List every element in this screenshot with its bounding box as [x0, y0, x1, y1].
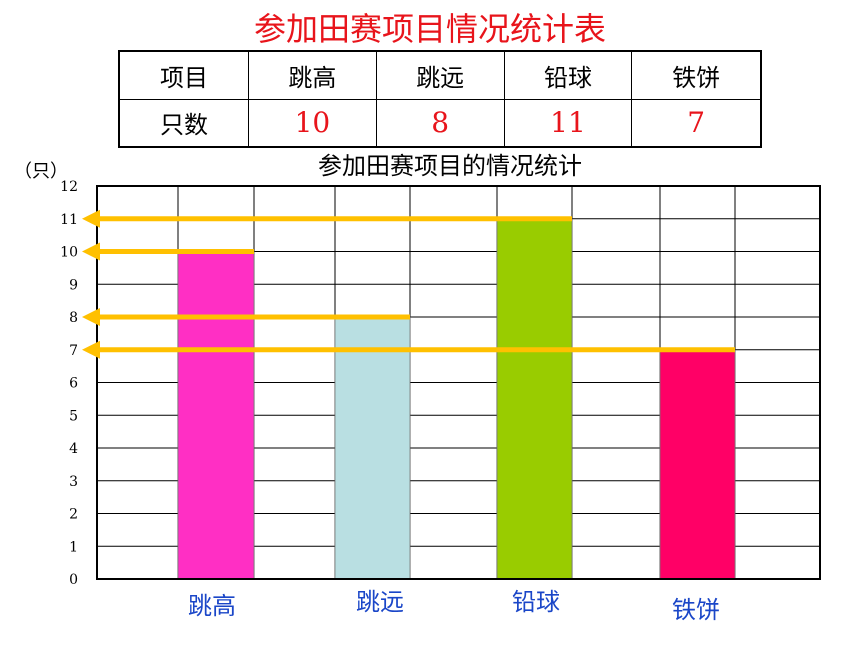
y-tick-label: 0	[69, 572, 78, 588]
table-header-cell: 铁饼	[631, 50, 762, 100]
y-tick-label: 8	[69, 310, 78, 326]
value-arrow-head	[82, 340, 100, 359]
x-category-label: 跳高	[188, 592, 236, 620]
y-tick-label: 11	[60, 212, 78, 228]
y-tick-label: 5	[69, 408, 78, 424]
table-row-label: 只数	[118, 98, 249, 148]
table-header-cell: 跳远	[375, 50, 505, 100]
page-title: 参加田赛项目情况统计表	[253, 10, 606, 48]
x-category-label: 铅球	[512, 588, 560, 616]
table-cell-value: 7	[631, 98, 762, 148]
table-header-cell: 铅球	[503, 50, 633, 100]
y-tick-label: 7	[69, 343, 78, 359]
table-cell-value: 8	[375, 98, 505, 148]
value-arrow-head	[82, 209, 100, 228]
table-cell-value: 11	[503, 98, 633, 148]
value-arrow-head	[82, 242, 100, 261]
bar	[177, 251, 255, 580]
y-tick-label: 6	[69, 376, 78, 392]
y-tick-label: 9	[69, 277, 78, 293]
chart-title: 参加田赛项目的情况统计	[318, 152, 582, 180]
y-tick-label: 12	[60, 179, 78, 195]
bar	[496, 218, 573, 580]
y-tick-label: 1	[69, 539, 78, 555]
table-cell-value: 10	[248, 98, 377, 148]
y-tick-label: 4	[69, 441, 78, 457]
plot-border	[96, 185, 821, 580]
table-row: 只数 10 8 11 7	[118, 98, 762, 148]
stats-table: 项目 跳高 跳远 铅球 铁饼 只数 10 8 11 7	[118, 50, 762, 148]
y-axis-unit-label: （只）	[14, 161, 68, 182]
x-category-label: 跳远	[356, 588, 404, 616]
value-arrow-head	[82, 308, 100, 326]
y-tick-label: 2	[69, 507, 78, 523]
bar	[659, 349, 736, 580]
bar	[334, 316, 411, 580]
x-category-label: 铁饼	[672, 596, 720, 624]
y-tick-label: 3	[69, 474, 78, 490]
y-tick-label: 10	[60, 245, 78, 261]
